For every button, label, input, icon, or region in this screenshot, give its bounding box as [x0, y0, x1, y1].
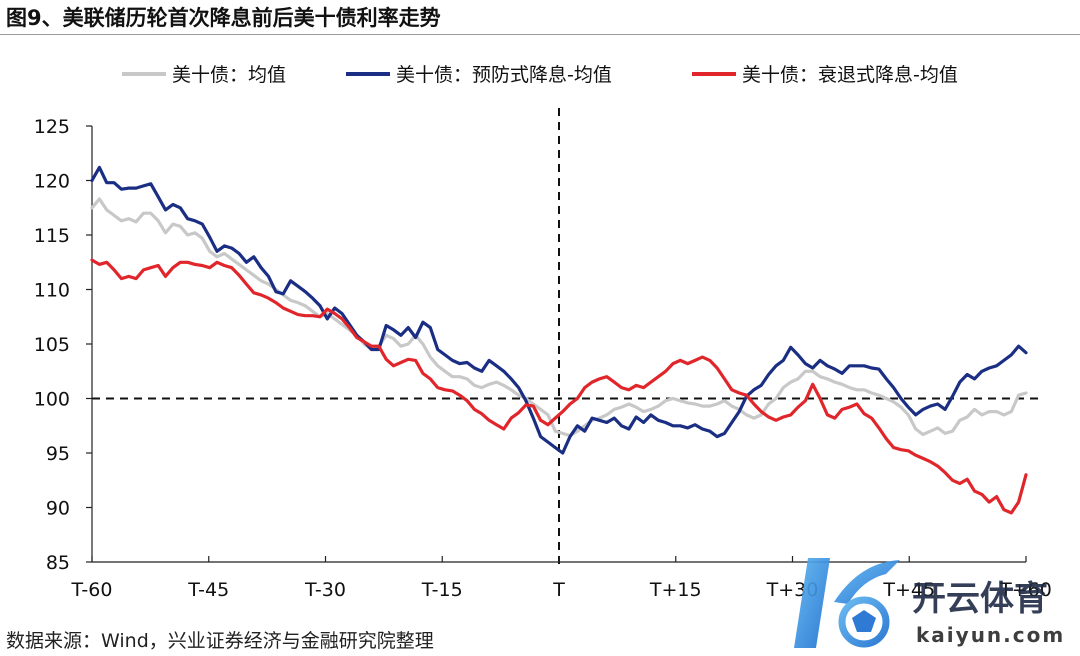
figure-title: 图9、美联储历轮首次降息前后美十债利率走势 — [6, 6, 441, 30]
legend-label-2: 美十债：预防式降息-均值 — [396, 64, 612, 86]
series-line-2 — [90, 165, 1028, 455]
series-line-3 — [90, 258, 1028, 515]
y-tick-label: 110 — [34, 280, 70, 302]
x-tick-label: T — [552, 579, 565, 601]
legend-label-3: 美十债：衰退式降息-均值 — [742, 64, 958, 86]
x-tick-label: T+60 — [999, 579, 1052, 601]
watermark-brand: 开云体育 — [912, 579, 1048, 619]
series-lines — [90, 165, 1028, 515]
x-tick-label: T-30 — [304, 579, 346, 601]
legend-label-1: 美十债：均值 — [172, 64, 286, 86]
x-tick-label: T-15 — [421, 579, 463, 601]
chart-legend: 美十债：均值 美十债：预防式降息-均值 美十债：衰退式降息-均值 — [122, 64, 958, 86]
watermark: 开云体育 kaiyun.com — [794, 558, 1065, 648]
x-tick-label: T+45 — [882, 579, 935, 601]
data-source-note: 数据来源：Wind，兴业证券经济与金融研究院整理 — [6, 630, 434, 652]
title-divider — [0, 34, 1080, 35]
kaiyun-logo-icon — [794, 558, 900, 648]
y-tick-label: 100 — [34, 389, 70, 411]
series-line-1 — [90, 197, 1028, 438]
chart-axes: 85 90 95 100 105 110 115 120 125 T-60 T-45 T-30 T-15… — [34, 116, 1052, 601]
watermark-url: kaiyun.com — [916, 623, 1065, 647]
reference-lines — [92, 108, 1044, 568]
x-tick-label: T-45 — [187, 579, 229, 601]
x-tick-label: T+15 — [649, 579, 702, 601]
y-tick-label: 120 — [34, 171, 70, 193]
y-tick-label: 125 — [34, 116, 70, 138]
y-tick-label: 85 — [46, 552, 70, 574]
y-tick-label: 95 — [46, 443, 70, 465]
x-tick-label: T-60 — [71, 579, 113, 601]
y-tick-label: 115 — [34, 225, 70, 247]
y-tick-label: 105 — [34, 334, 70, 356]
line-chart: 美十债：均值 美十债：预防式降息-均值 美十债：衰退式降息-均值 85 90 95 100… — [34, 64, 1052, 601]
y-tick-label: 90 — [46, 498, 70, 520]
